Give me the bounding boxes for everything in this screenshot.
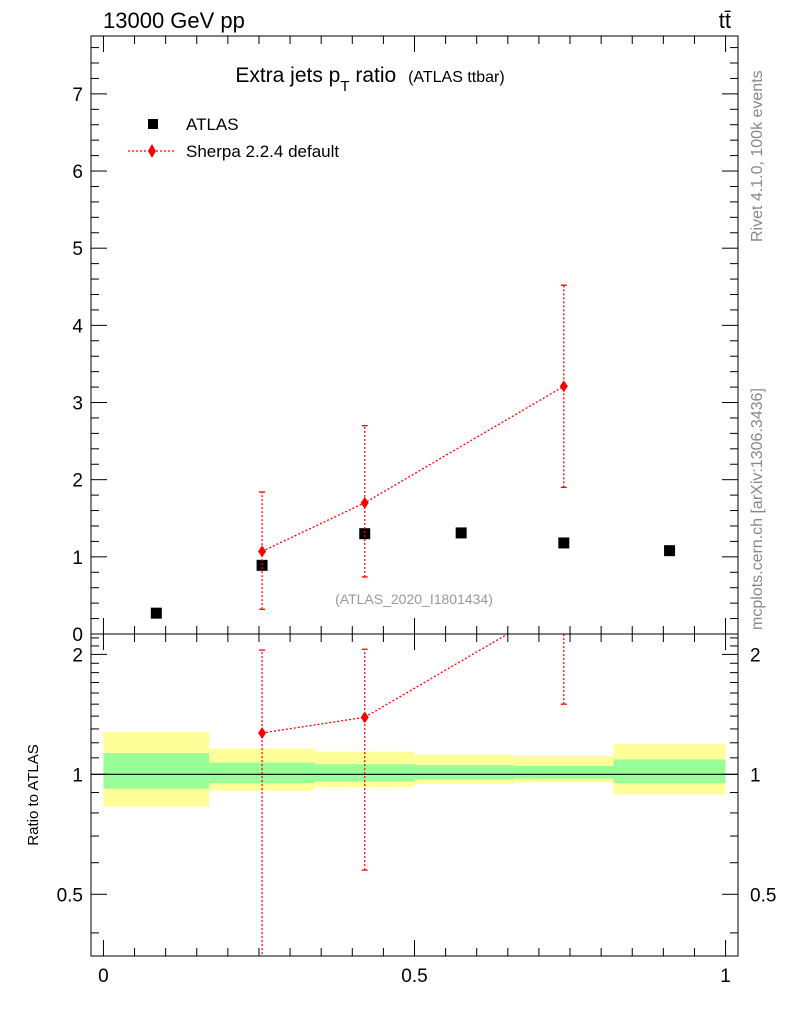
ratio-frame [90,633,739,957]
atlas-point [558,537,570,549]
ratio-inner-band [103,753,210,789]
atlas-point [256,559,268,571]
ratio-y-tick-label-right: 0.5 [750,885,776,906]
y-tick-label: 3 [72,394,83,415]
legend-sherpa-marker [148,144,156,158]
mcplots-label: mcplots.cern.ch [arXiv:1306.3436] [749,388,766,630]
ratio-y-tick-label-right: 2 [750,645,761,666]
title-main: Extra jets p [235,64,340,87]
ratio-sherpa-point [258,726,267,739]
y-tick-label: 6 [72,162,83,183]
legend-atlas-label: ATLAS [186,115,239,134]
title-subscript: T [340,78,349,95]
energy-label: 13000 GeV pp [103,8,245,33]
legend: ATLAS Sherpa 2.2.4 default [128,115,339,161]
sherpa-point [360,496,369,509]
sherpa-point [559,380,568,393]
title-note: (ATLAS ttbar) [408,69,505,86]
ratio-y-tick-label: 0.5 [57,885,83,906]
y-tick-label: 7 [72,85,83,106]
atlas-point [150,607,162,619]
main-y-tick-labels: 0 1 2 3 4 5 6 7 [72,85,83,646]
ratio-y-tick-labels: 0.5 0.5 1 1 2 2 [57,645,777,906]
x-tick-label: 0 [98,966,109,987]
main-axis-ticks [91,36,738,635]
atlas-point [455,527,467,539]
sherpa-point [258,545,267,558]
y-tick-label: 2 [72,471,83,492]
title-rest: ratio [350,64,397,87]
y-tick-label: 4 [72,316,83,337]
main-panel: 0 1 2 3 4 5 6 7 (ATLAS_2020_I1801434) Extra jet… [72,35,739,646]
atlas-point [664,545,676,557]
process-label: tt̄ [719,8,731,33]
ratio-panel: 0.5 0.51 12 2 0 0.5 1 Ratio to ATLAS [25,595,777,987]
chart-title: Extra jets pT ratio (ATLAS ttbar) [235,64,504,95]
ratio-ylabel: Ratio to ATLAS [25,744,42,845]
ratio-y-tick-label: 1 [72,765,83,786]
x-tick-label: 0.5 [401,966,427,987]
rivet-version-label: Rivet 4.1.0, 100k events [749,70,766,242]
ratio-inner-band [613,759,726,784]
main-data-layer [150,284,676,619]
legend-atlas-marker [148,119,158,129]
legend-sherpa-label: Sherpa 2.2.4 default [186,142,339,161]
ratio-sherpa-point [560,595,568,607]
ratio-y-tick-label-right: 1 [750,765,761,786]
atlas-point [359,528,371,540]
ratio-sherpa-line [262,634,509,734]
x-tick-label: 1 [720,966,731,987]
ratio-y-tick-label: 2 [72,645,83,666]
ratio-inner-band [414,765,515,780]
x-tick-labels: 0 0.5 1 [98,966,731,987]
ratio-data-layer [258,595,568,956]
ratio-axis-ticks [91,634,738,956]
sherpa-line [261,385,565,552]
y-tick-label: 1 [72,548,83,569]
y-tick-label: 0 [72,625,83,646]
ratio-sherpa-point [360,711,369,724]
ratio-inner-band [514,765,614,779]
y-tick-label: 5 [72,239,83,260]
ratio-bands-layer [103,731,726,807]
watermark-label: (ATLAS_2020_I1801434) [335,591,493,607]
